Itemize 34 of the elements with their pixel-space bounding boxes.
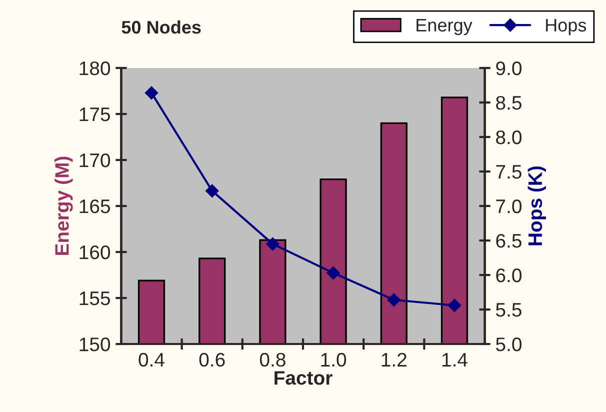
- x-tick-label: 1.0: [321, 352, 346, 367]
- y2-tick-label: 5.0: [496, 337, 522, 352]
- y2-tick-label: 8.0: [496, 130, 522, 144]
- y2-tick-label: 6.0: [496, 268, 522, 282]
- y2-axis-title: Hops (K): [528, 166, 546, 246]
- y2-tick-label: 6.5: [496, 234, 522, 248]
- y2-tick-label: 8.5: [496, 96, 522, 110]
- x-tick-label: 1.4: [442, 353, 468, 366]
- y-tick-label: 170: [80, 153, 110, 168]
- y2-tick-label: 9.0: [496, 61, 522, 76]
- y-tick-label: 165: [80, 199, 110, 214]
- point: [266, 237, 280, 251]
- y-tick-label: 150: [80, 337, 110, 352]
- point: [206, 184, 219, 198]
- chart-title: 50 Nodes: [122, 20, 201, 34]
- legend-label: Energy: [416, 18, 472, 36]
- x-tick-label: 0.8: [260, 352, 286, 367]
- x-tick-label: 0.4: [138, 352, 164, 367]
- x-axis-title: Factor: [274, 371, 332, 385]
- y2-tick-label: 7.0: [496, 199, 522, 214]
- x-tick-label: 1.2: [382, 352, 406, 366]
- y-tick-label: 160: [80, 245, 110, 260]
- y-tick-label: 155: [80, 292, 110, 306]
- x-tick-label: 0.6: [199, 352, 225, 367]
- y-axis-title: Energy (M): [54, 156, 73, 255]
- point: [387, 293, 400, 306]
- y2-tick-label: 7.5: [496, 165, 522, 179]
- point: [144, 86, 158, 100]
- legend-label: Hops: [546, 18, 586, 36]
- point: [448, 298, 462, 312]
- y2-tick-label: 5.5: [496, 303, 522, 317]
- point: [326, 266, 340, 280]
- y-tick-label: 180: [80, 61, 110, 76]
- y-tick-label: 175: [80, 108, 110, 122]
